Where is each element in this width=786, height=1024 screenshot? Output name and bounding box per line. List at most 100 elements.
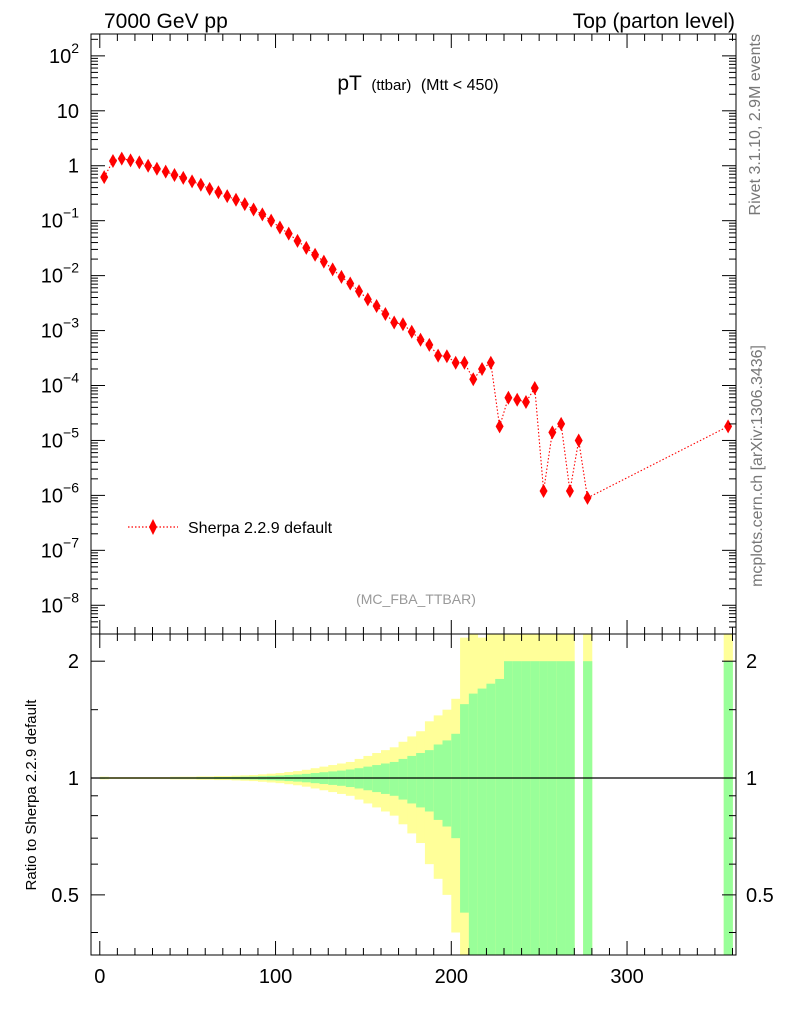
ratio-band-green <box>451 733 461 839</box>
ratio-band-green <box>389 761 399 796</box>
data-point-37 <box>425 337 434 352</box>
ratio-band-green <box>723 661 733 955</box>
main-ytick-label-8: 10−6 <box>41 479 79 507</box>
data-point-12 <box>205 181 214 196</box>
data-point-16 <box>240 197 249 212</box>
mcplots-label: mcplots.cern.ch [arXiv:1306.3436] <box>749 345 766 587</box>
data-point-46 <box>504 390 513 405</box>
legend-label: Sherpa 2.2.9 default <box>188 520 333 537</box>
ratio-ylabel: Ratio to Sherpa 2.2.9 default <box>23 699 40 891</box>
data-point-24 <box>311 247 320 262</box>
data-point-30 <box>363 292 372 307</box>
data-point-44 <box>486 355 495 370</box>
ratio-ytick-label-right-2: 2 <box>746 651 757 673</box>
data-point-42 <box>469 372 478 387</box>
data-point-25 <box>319 254 328 269</box>
ratio-band-green <box>547 661 558 955</box>
title-cond: (Mtt < 450) <box>421 77 499 94</box>
series-line <box>103 158 729 499</box>
header-right: Top (parton level) <box>573 10 735 33</box>
ratio-band-green <box>583 661 593 955</box>
ratio-band-green <box>530 661 540 955</box>
data-point-55 <box>583 490 592 505</box>
main-ytick-label-9: 10−7 <box>41 534 79 562</box>
ratio-ytick-label-0: 0.5 <box>51 885 79 907</box>
data-point-43 <box>478 361 487 376</box>
data-point-49 <box>530 381 539 396</box>
analysis-label: (MC_FBA_TTBAR) <box>356 591 476 607</box>
data-point-3 <box>126 153 135 168</box>
data-point-51 <box>548 425 557 440</box>
main-ytick-label-0: 102 <box>49 40 79 68</box>
data-point-56 <box>724 419 733 434</box>
data-point-9 <box>179 170 188 185</box>
ratio-band-green <box>565 661 575 955</box>
ratio-band-green <box>495 678 505 955</box>
main-ytick-label-7: 10−5 <box>41 424 79 452</box>
main-ytick-label-5: 10−3 <box>41 315 79 343</box>
data-point-8 <box>170 167 179 182</box>
legend-marker <box>149 519 157 535</box>
ratio-frame <box>90 633 737 956</box>
ratio-band-green <box>433 744 443 820</box>
data-point-11 <box>196 177 205 192</box>
data-point-40 <box>451 355 460 370</box>
data-point-5 <box>144 158 153 173</box>
data-point-45 <box>495 419 504 434</box>
data-point-48 <box>521 395 530 410</box>
data-point-1 <box>108 154 117 169</box>
main-ytick-label-4: 10−2 <box>41 260 79 288</box>
ratio-xtick-label-1: 100 <box>259 966 292 988</box>
main-ytick-label-10: 10−8 <box>41 589 79 617</box>
data-point-29 <box>355 284 364 299</box>
main-ytick-label-3: 10−1 <box>41 205 79 233</box>
data-point-32 <box>381 307 390 322</box>
data-point-26 <box>328 262 337 277</box>
main-ytick-label-6: 10−4 <box>41 370 79 398</box>
data-point-13 <box>214 185 223 200</box>
data-point-19 <box>267 213 276 228</box>
data-point-39 <box>442 349 451 364</box>
legend: Sherpa 2.2.9 default <box>128 519 333 537</box>
ratio-band-green <box>407 755 417 804</box>
ratio-band-green <box>380 763 391 794</box>
ratio-band-green <box>521 661 531 955</box>
ratio-xtick-label-0: 0 <box>94 966 105 988</box>
ratio-ytick-label-1: 1 <box>68 768 79 790</box>
data-point-10 <box>188 174 197 189</box>
data-point-15 <box>231 192 240 207</box>
ratio-band-green <box>468 693 479 955</box>
data-point-33 <box>390 315 399 330</box>
ratio-ytick-label-2: 2 <box>68 651 79 673</box>
ratio-band-green <box>504 661 514 955</box>
ratio-panel: 0.5 0.5 1 1 2 2 0 100 200 300 Ratio to Sherpa 2.… <box>23 633 774 988</box>
ratio-band-green <box>398 758 408 800</box>
data-point-27 <box>337 269 346 284</box>
data-point-2 <box>117 151 126 166</box>
ratio-band-green <box>486 683 496 955</box>
data-point-35 <box>407 324 416 339</box>
ratio-band-green <box>477 688 487 955</box>
data-point-47 <box>513 392 522 407</box>
data-point-22 <box>293 233 302 248</box>
ratio-band-green <box>416 753 426 808</box>
data-point-4 <box>135 155 144 170</box>
ratio-band-green <box>424 750 435 812</box>
data-point-17 <box>249 202 258 217</box>
data-point-21 <box>284 226 293 241</box>
data-point-31 <box>372 299 381 314</box>
data-point-6 <box>152 161 161 176</box>
data-point-18 <box>258 207 267 222</box>
title-main: pT <box>337 72 362 95</box>
ratio-band-green <box>556 661 566 955</box>
main-ytick-label-1: 10 <box>57 101 79 123</box>
data-point-34 <box>398 317 407 332</box>
main-ytick-label-2: 1 <box>68 156 79 178</box>
ratio-ytick-label-right-1: 1 <box>746 768 757 790</box>
ratio-xtick-label-3: 300 <box>610 966 643 988</box>
data-point-52 <box>557 416 566 431</box>
data-point-20 <box>275 220 284 235</box>
data-point-28 <box>346 276 355 291</box>
data-point-36 <box>416 332 425 347</box>
